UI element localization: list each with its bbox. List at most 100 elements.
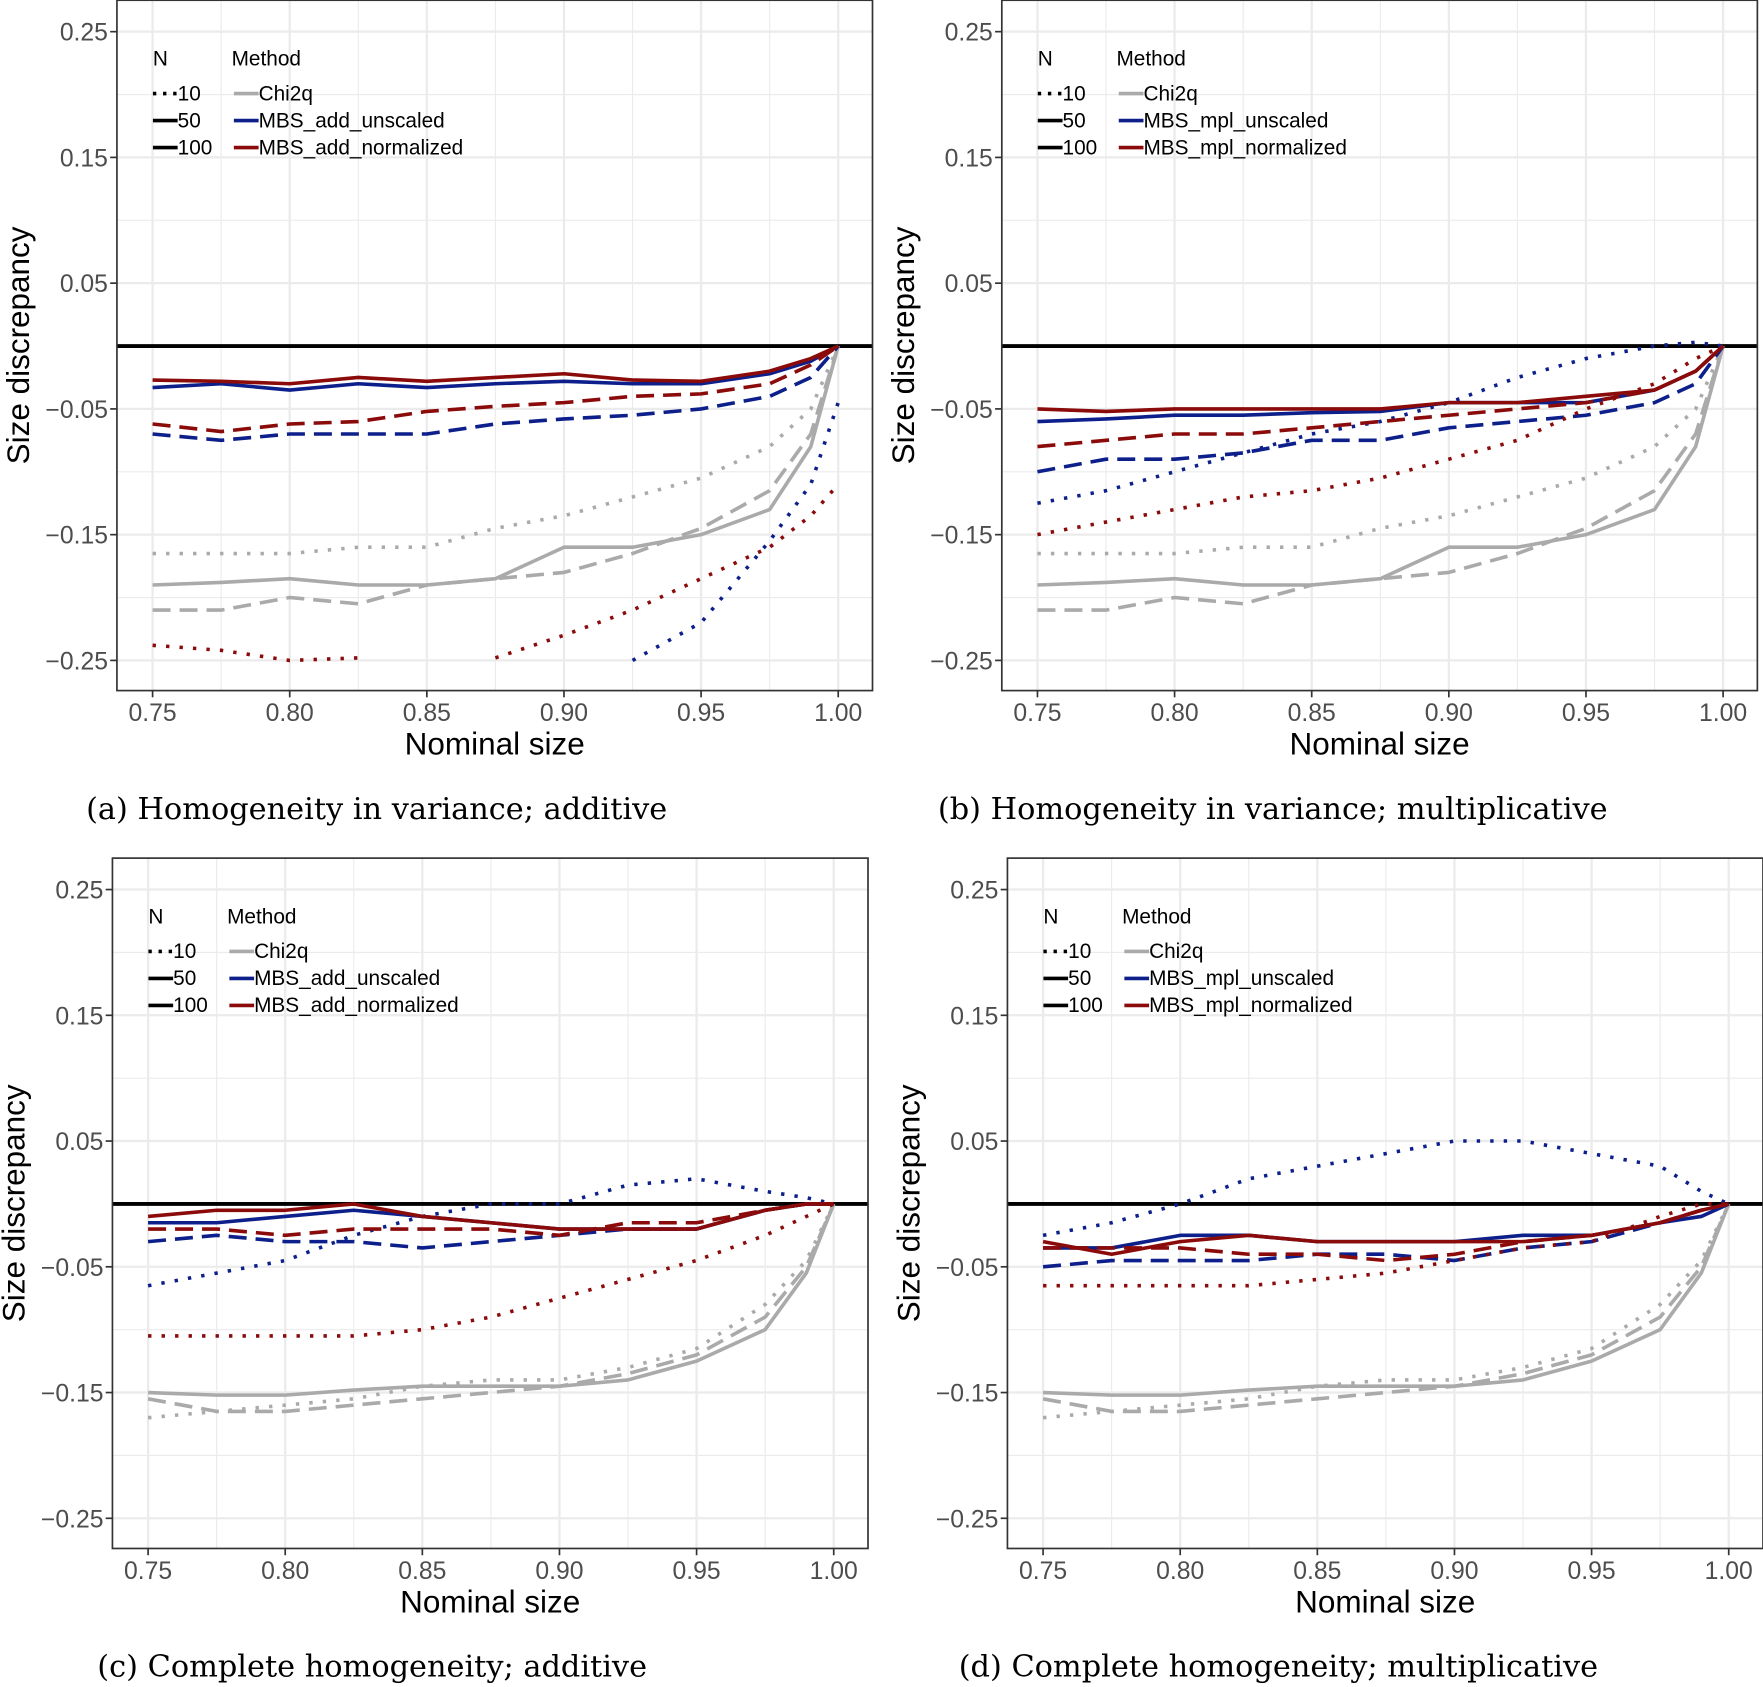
y-tick-label: 0.25 xyxy=(950,878,998,905)
y-tick-label: 0.15 xyxy=(55,1003,103,1030)
panel-d: 0.75 0.80 0.85 0.90 0.95 1.00 0.25 0.15 0.05 −0.0… xyxy=(892,857,1763,1685)
legend-label-N: 50 xyxy=(178,109,201,132)
legend-method-title: Method xyxy=(227,905,296,928)
legend: N Method 10 Chi2q 50 MBS_add_unscaled 100 MBS_a… xyxy=(152,47,464,159)
x-tick-label: 0.75 xyxy=(129,700,177,727)
x-tick-label: 0.75 xyxy=(1019,1558,1067,1585)
y-axis-title: Size discrepancy xyxy=(1,226,36,464)
y-tick-label: 0.15 xyxy=(60,145,108,172)
series-line-Chi2q-N100 xyxy=(148,1203,836,1397)
series-line-Chi2q-N50 xyxy=(1042,1203,1731,1414)
x-tick-label: 1.00 xyxy=(810,1558,858,1585)
y-tick-label: 0.05 xyxy=(55,1129,103,1156)
legend-label-method: MBS_mpl_unscaled xyxy=(1143,109,1328,132)
x-tick-label: 0.80 xyxy=(266,700,314,727)
x-tick-label: 1.00 xyxy=(814,700,862,727)
x-tick-label: 0.85 xyxy=(403,700,451,727)
legend: N Method 10 Chi2q 50 MBS_mpl_unscaled 100 MBS_m… xyxy=(1037,47,1347,159)
legend-label-N: 10 xyxy=(1063,82,1086,105)
legend-method-title: Method xyxy=(1122,905,1191,928)
plot-frame xyxy=(1006,857,1763,1550)
legend: N Method 10 Chi2q 50 MBS_add_unscaled 100 MBS_a… xyxy=(148,905,459,1017)
y-tick-label: −0.05 xyxy=(936,1255,999,1282)
y-tick-label: −0.25 xyxy=(45,648,108,675)
y-tick-label: 0.25 xyxy=(60,20,108,47)
panel-caption: (c) Complete homogeneity; additive xyxy=(97,1650,647,1685)
legend-label-method: MBS_mpl_unscaled xyxy=(1149,967,1334,990)
x-axis-title: Nominal size xyxy=(405,727,585,762)
x-axis-title: Nominal size xyxy=(1295,1585,1475,1620)
series-line-MBS_mpl_normalized-N50 xyxy=(1037,344,1725,449)
x-tick-label: 0.95 xyxy=(677,700,725,727)
x-tick-label: 1.00 xyxy=(1705,1558,1753,1585)
series-line-Chi2q-N10 xyxy=(1037,345,1725,556)
legend-n-title: N xyxy=(1038,47,1053,70)
x-tick-label: 0.80 xyxy=(1156,1558,1204,1585)
x-tick-label: 0.85 xyxy=(1293,1558,1341,1585)
series-line-MBS_mpl_unscaled-N50 xyxy=(1037,345,1725,474)
legend-label-method: Chi2q xyxy=(259,82,313,105)
y-tick-label: 0.15 xyxy=(945,145,993,172)
y-tick-label: −0.15 xyxy=(930,523,993,550)
y-tick-label: −0.25 xyxy=(41,1506,104,1533)
legend-method-title: Method xyxy=(1116,47,1185,70)
y-tick-label: 0.05 xyxy=(950,1129,998,1156)
legend-label-N: 50 xyxy=(1063,109,1086,132)
legend-label-N: 50 xyxy=(1068,967,1091,990)
legend-label-method: MBS_add_unscaled xyxy=(254,967,440,990)
x-tick-label: 0.75 xyxy=(1013,700,1061,727)
series-line-Chi2q-N100 xyxy=(1037,345,1725,587)
series-line-Chi2q-N50 xyxy=(152,345,840,612)
panel-caption: (a) Homogeneity in variance; additive xyxy=(86,792,667,827)
legend-n-title: N xyxy=(153,47,168,70)
y-tick-label: −0.05 xyxy=(41,1255,104,1282)
x-tick-label: 0.95 xyxy=(1568,1558,1616,1585)
legend-label-method: Chi2q xyxy=(1149,940,1203,963)
series-line-Chi2q-N10 xyxy=(152,345,840,556)
x-tick-label: 0.90 xyxy=(1430,1558,1478,1585)
legend-label-N: 100 xyxy=(173,994,208,1017)
x-tick-label: 0.75 xyxy=(124,1558,172,1585)
y-tick-label: 0.05 xyxy=(945,271,993,298)
y-tick-label: 0.25 xyxy=(55,878,103,905)
panel-caption: (b) Homogeneity in variance; multiplicat… xyxy=(938,792,1608,827)
y-axis-title: Size discrepancy xyxy=(886,226,921,464)
y-tick-label: −0.25 xyxy=(930,648,993,675)
legend-label-method: Chi2q xyxy=(254,940,308,963)
legend-label-N: 50 xyxy=(173,967,196,990)
legend: N Method 10 Chi2q 50 MBS_mpl_unscaled 100 MBS_m… xyxy=(1043,905,1353,1017)
y-axis-title: Size discrepancy xyxy=(0,1084,32,1322)
y-tick-label: 0.15 xyxy=(950,1003,998,1030)
x-tick-label: 1.00 xyxy=(1699,700,1747,727)
x-tick-label: 0.90 xyxy=(535,1558,583,1585)
y-axis-title: Size discrepancy xyxy=(892,1084,927,1322)
legend-label-method: MBS_mpl_normalized xyxy=(1143,136,1346,159)
series-line-Chi2q-N10 xyxy=(1042,1203,1731,1420)
y-tick-label: −0.15 xyxy=(45,523,108,550)
legend-label-method: MBS_add_normalized xyxy=(254,994,459,1017)
legend-label-N: 100 xyxy=(178,136,213,159)
legend-label-N: 100 xyxy=(1063,136,1098,159)
series-line-MBS_add_unscaled-N100 xyxy=(152,344,840,392)
series-line-MBS_add_normalized-N50 xyxy=(148,1202,834,1238)
y-tick-label: 0.05 xyxy=(60,271,108,298)
legend-label-N: 10 xyxy=(178,82,201,105)
x-axis-title: Nominal size xyxy=(1290,727,1470,762)
series-line-MBS_add_unscaled-N10 xyxy=(631,402,840,663)
legend-label-method: MBS_add_unscaled xyxy=(259,109,445,132)
y-tick-label: −0.05 xyxy=(930,397,993,424)
plot-frame xyxy=(1000,0,1759,692)
series-line-MBS_mpl_normalized-N10 xyxy=(1043,1202,1729,1288)
legend-label-method: MBS_add_normalized xyxy=(259,136,464,159)
y-tick-label: −0.15 xyxy=(41,1381,104,1408)
series-line-MBS_add_normalized-N50 xyxy=(152,344,840,434)
panel-caption: (d) Complete homogeneity; multiplicative xyxy=(959,1650,1598,1685)
legend-n-title: N xyxy=(148,905,163,928)
y-tick-label: −0.15 xyxy=(936,1381,999,1408)
x-tick-label: 0.85 xyxy=(398,1558,446,1585)
series-line-Chi2q-N50 xyxy=(1037,345,1725,612)
series-line-Chi2q-N10 xyxy=(147,1203,836,1420)
y-tick-label: −0.05 xyxy=(45,397,108,424)
y-tick-label: 0.25 xyxy=(945,20,993,47)
panel-a: 0.75 0.80 0.85 0.90 0.95 1.00 0.25 0.15 0.05 −0.0… xyxy=(1,0,874,827)
